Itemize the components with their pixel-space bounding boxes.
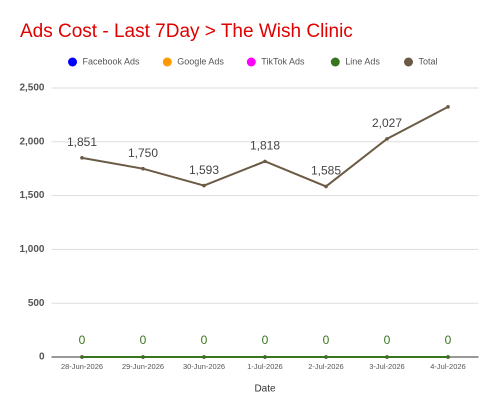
x-tick-label: 30-Jun-2026 [183,362,225,371]
data-label: 2,027 [372,116,402,130]
data-label: 1,593 [189,163,219,177]
data-label: 0 [140,333,147,347]
y-tick-label: 2,500 [19,83,44,94]
data-label: 0 [201,333,208,347]
legend-label: Line Ads [345,56,380,66]
data-label: 0 [384,333,391,347]
y-tick-label: 500 [28,298,45,309]
legend-label: Facebook Ads [83,56,141,66]
data-label: 0 [323,333,330,347]
point [385,355,389,359]
point [324,184,328,189]
x-tick-label: 1-Jul-2026 [247,362,282,371]
point [446,355,450,359]
y-tick-label: 0 [39,352,45,363]
data-label: 1,851 [67,135,97,149]
legend-label: Google Ads [177,56,224,66]
point [263,159,267,164]
point [263,355,267,359]
x-tick-label: 4-Jul-2026 [430,362,465,371]
legend-swatch [162,57,172,67]
legend-swatch [330,57,340,67]
legend-label: Total [419,56,438,66]
data-label: 0 [445,333,452,347]
legend-swatch [404,57,413,67]
legend-swatch [68,57,77,67]
x-tick-label: 29-Jun-2026 [122,362,164,371]
data-label: 1,818 [250,139,280,153]
x-axis-title: Date [254,384,276,395]
chart-title: Ads Cost - Last 7Day > The Wish Clinic [20,21,353,42]
data-label: 1,585 [311,164,341,178]
point [202,355,206,359]
legend-label: TikTok Ads [261,56,305,66]
x-tick-label: 28-Jun-2026 [61,362,103,371]
data-label: 0 [79,333,86,347]
data-label: 0 [262,333,269,347]
y-tick-label: 1,000 [19,244,44,255]
y-tick-label: 1,500 [19,190,44,201]
point [141,355,145,359]
point [80,355,84,359]
point [324,355,328,359]
legend-swatch [246,57,256,67]
point [446,105,450,109]
x-tick-label: 3-Jul-2026 [369,362,404,371]
point [80,156,84,160]
data-label: 1,750 [128,146,158,160]
y-tick-label: 2,000 [19,136,44,147]
point [141,166,145,171]
point [385,137,389,141]
x-tick-label: 2-Jul-2026 [308,362,343,371]
point [202,183,206,188]
